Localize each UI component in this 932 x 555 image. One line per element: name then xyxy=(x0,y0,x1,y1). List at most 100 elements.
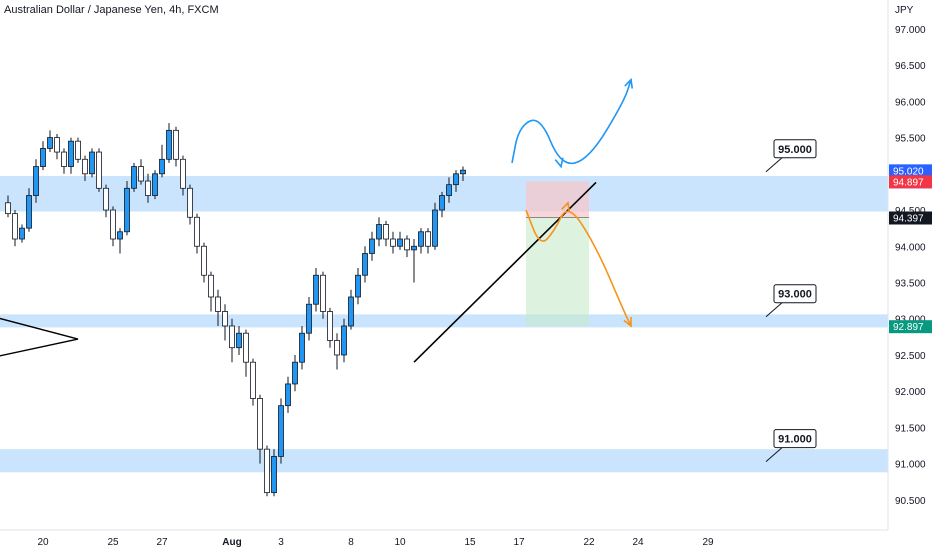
candle-body xyxy=(278,405,284,457)
price-badge xyxy=(889,175,932,189)
candle-body xyxy=(173,129,179,160)
candle-body xyxy=(201,245,207,276)
candle-body xyxy=(103,187,109,211)
triangle-pattern xyxy=(0,317,79,357)
chart-title: Australian Dollar / Japanese Yen, 4h, FX… xyxy=(4,4,219,16)
candle-body xyxy=(334,340,340,356)
candle-body xyxy=(152,173,158,196)
candle-body xyxy=(68,140,74,167)
candle-body xyxy=(348,296,354,327)
y-tick-label: 92.000 xyxy=(895,387,926,398)
candle-body xyxy=(362,253,368,276)
candle-body xyxy=(215,296,221,312)
candle-body xyxy=(327,311,333,341)
candle-body xyxy=(194,216,200,247)
candle-body xyxy=(40,148,46,167)
y-tick-label: 91.500 xyxy=(895,423,926,434)
last-price-label: 95.020 xyxy=(893,166,924,177)
candle-body xyxy=(285,383,291,407)
bearish-arrowhead xyxy=(623,316,632,328)
candle-body xyxy=(138,166,144,182)
level-callout-pointer xyxy=(765,157,783,173)
candle-body xyxy=(229,325,235,349)
candle-body xyxy=(404,238,410,251)
x-tick-label: 22 xyxy=(583,537,595,548)
candle-body xyxy=(222,311,228,327)
candle-body xyxy=(236,332,242,349)
candle-body xyxy=(117,231,123,240)
candle-body xyxy=(460,169,466,175)
currency-label: JPY xyxy=(895,5,914,16)
candle-body xyxy=(187,187,193,218)
candle-body xyxy=(306,303,312,334)
price-badge-label: 94.397 xyxy=(893,213,924,224)
support-resistance-zone xyxy=(0,449,888,473)
level-callout-box xyxy=(773,139,817,159)
bullish-arrowhead xyxy=(624,77,634,89)
candle-body xyxy=(271,456,277,494)
candle-body xyxy=(19,227,25,240)
candle-body xyxy=(299,332,305,363)
level-callout-pointer xyxy=(765,302,783,318)
candle-body xyxy=(159,158,165,175)
level-callout-label: 95.000 xyxy=(778,144,812,156)
candle-body xyxy=(243,332,249,363)
x-tick-label: 20 xyxy=(37,537,49,548)
candle-body xyxy=(313,274,319,305)
candle-body xyxy=(439,195,445,211)
y-tick-label: 96.500 xyxy=(895,61,926,72)
level-callout-label: 91.000 xyxy=(778,434,812,446)
candle-body xyxy=(131,166,137,189)
candle-body xyxy=(208,274,214,298)
candle-body xyxy=(355,274,361,298)
candle-body xyxy=(320,274,326,312)
candle-body xyxy=(5,202,11,215)
candle-body xyxy=(26,195,32,229)
bullish-scenario-path xyxy=(511,79,632,165)
candle-body xyxy=(425,231,431,247)
candle-body xyxy=(145,180,151,196)
x-tick-label: 3 xyxy=(278,537,284,548)
x-tick-label: 24 xyxy=(632,537,644,548)
y-tick-label: 97.000 xyxy=(895,25,926,36)
price-badge-label: 92.897 xyxy=(893,322,924,333)
price-badge xyxy=(889,211,932,225)
candle-body xyxy=(250,361,256,399)
level-callout-box xyxy=(773,284,817,304)
y-tick-label: 92.500 xyxy=(895,351,926,362)
candle-body xyxy=(446,184,452,196)
plot-area: 95.000 93.000 91.000 xyxy=(0,77,888,497)
price-badge-label: 94.897 xyxy=(893,177,924,188)
candle-body xyxy=(432,209,438,247)
candle-body xyxy=(390,238,396,247)
y-tick-label: 96.000 xyxy=(895,97,926,108)
candle-body xyxy=(89,151,95,175)
candle-body xyxy=(47,137,53,149)
y-tick-label: 94.000 xyxy=(895,242,926,253)
candle-body xyxy=(453,173,459,186)
candle-body xyxy=(418,231,424,247)
candle-body xyxy=(110,209,116,240)
bearish-mid-arrowhead xyxy=(561,201,571,212)
candle-body xyxy=(341,325,347,356)
candle-body xyxy=(75,140,81,160)
x-tick-label: Aug xyxy=(222,537,241,548)
y-tick-label: 91.000 xyxy=(895,460,926,471)
candle-body xyxy=(376,224,382,240)
candle-body xyxy=(96,151,102,189)
x-tick-label: 17 xyxy=(513,537,525,548)
y-tick-label: 95.500 xyxy=(895,134,926,145)
candle-body xyxy=(292,361,298,385)
x-tick-label: 29 xyxy=(702,537,714,548)
candle-body xyxy=(383,224,389,240)
bullish-mid-arrowhead xyxy=(554,157,564,169)
candle-body xyxy=(166,129,172,160)
level-callout-label: 93.000 xyxy=(778,289,812,301)
x-tick-label: 25 xyxy=(107,537,119,548)
candle-body xyxy=(397,238,403,247)
candle-body xyxy=(369,238,375,254)
support-resistance-zone xyxy=(0,314,888,328)
level-callout-box xyxy=(773,429,817,449)
candle-body xyxy=(54,137,60,153)
